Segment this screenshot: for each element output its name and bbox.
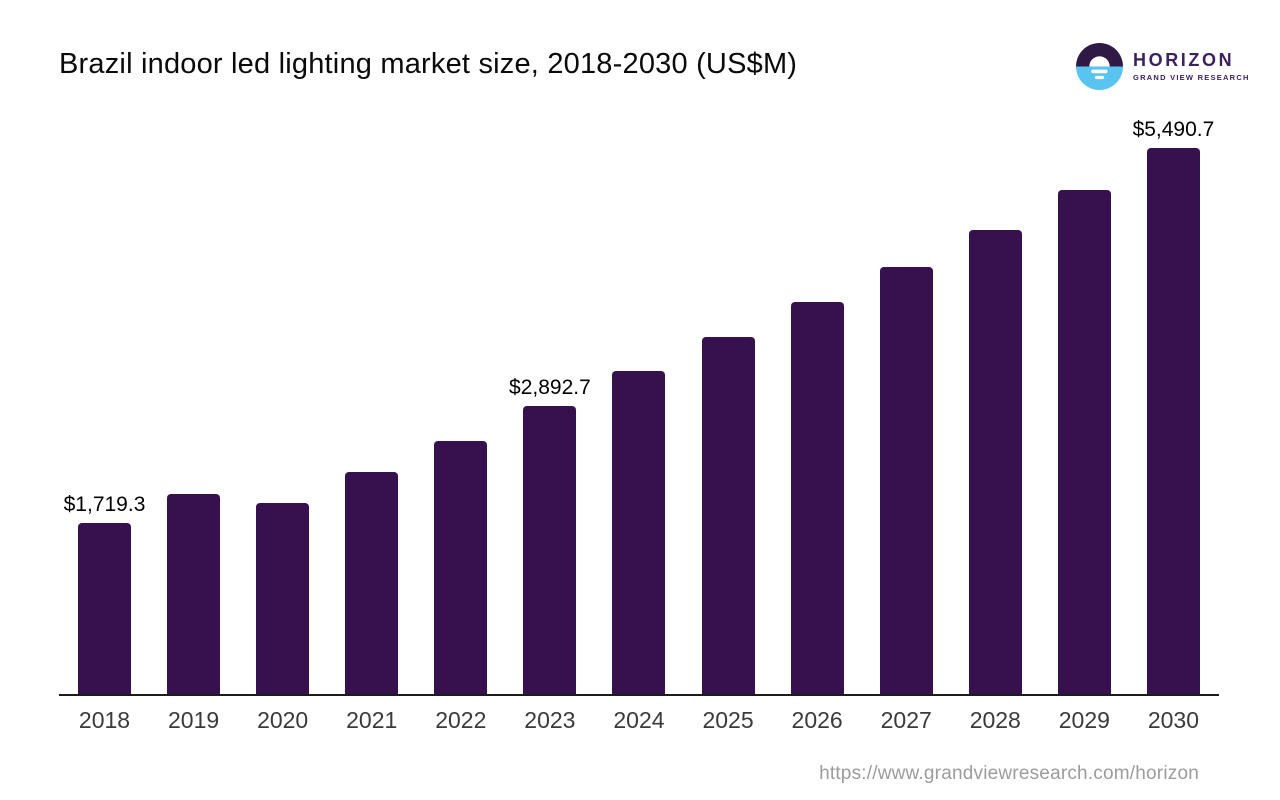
x-tick-2018: 2018	[78, 707, 131, 733]
horizon-logo-icon	[1076, 43, 1123, 90]
x-tick-2022: 2022	[435, 707, 487, 733]
source-url: https://www.grandviewresearch.com/horizo…	[819, 763, 1199, 784]
x-tick-2025: 2025	[702, 707, 754, 733]
x-tick-2019: 2019	[167, 707, 220, 733]
bar-chart: $1,719.3 $2,892.7 $5,490.7 2018 2019 2020 202…	[59, 118, 1219, 734]
plot-area: $1,719.3 $2,892.7 $5,490.7	[59, 118, 1219, 696]
bar-2020	[256, 502, 310, 694]
x-tick-2021: 2021	[346, 707, 398, 733]
bar-2029	[1057, 189, 1111, 694]
bar-2028	[968, 229, 1022, 694]
bar-value-label-2018: $1,719.3	[63, 493, 146, 516]
bar-2024	[612, 371, 666, 694]
x-tick-2024: 2024	[613, 707, 665, 733]
bar-2027	[879, 267, 933, 694]
bar-2030: $5,490.7	[1133, 118, 1214, 694]
bar-value-label-2023: $2,892.7	[509, 376, 591, 400]
x-tick-2020: 2020	[257, 707, 309, 733]
x-axis: 2018 2019 2020 2021 2022 2023 2024 2025 2026 2027…	[59, 707, 1219, 734]
x-tick-2023: 2023	[524, 707, 576, 733]
bar-value-label-2030: $5,490.7	[1132, 118, 1215, 141]
horizon-logo: HORIZON GRAND VIEW RESEARCH	[1076, 43, 1250, 90]
x-tick-2030: 2030	[1147, 707, 1200, 733]
bar-2023: $2,892.7	[509, 376, 591, 694]
bar-2022	[434, 441, 488, 694]
x-tick-2026: 2026	[791, 707, 843, 733]
bar-2018: $1,719.3	[64, 493, 145, 694]
chart-title: Brazil indoor led lighting market size, …	[59, 48, 798, 80]
logo-subtitle: GRAND VIEW RESEARCH	[1133, 73, 1250, 83]
bar-2025	[701, 337, 755, 694]
bar-2021	[345, 472, 399, 694]
bar-2026	[790, 302, 844, 694]
x-tick-2029: 2029	[1058, 707, 1110, 733]
x-tick-2028: 2028	[969, 707, 1021, 733]
x-tick-2027: 2027	[880, 707, 932, 733]
bar-2019	[167, 493, 221, 694]
logo-text-block: HORIZON GRAND VIEW RESEARCH	[1133, 49, 1250, 83]
logo-wordmark: HORIZON	[1133, 49, 1235, 70]
